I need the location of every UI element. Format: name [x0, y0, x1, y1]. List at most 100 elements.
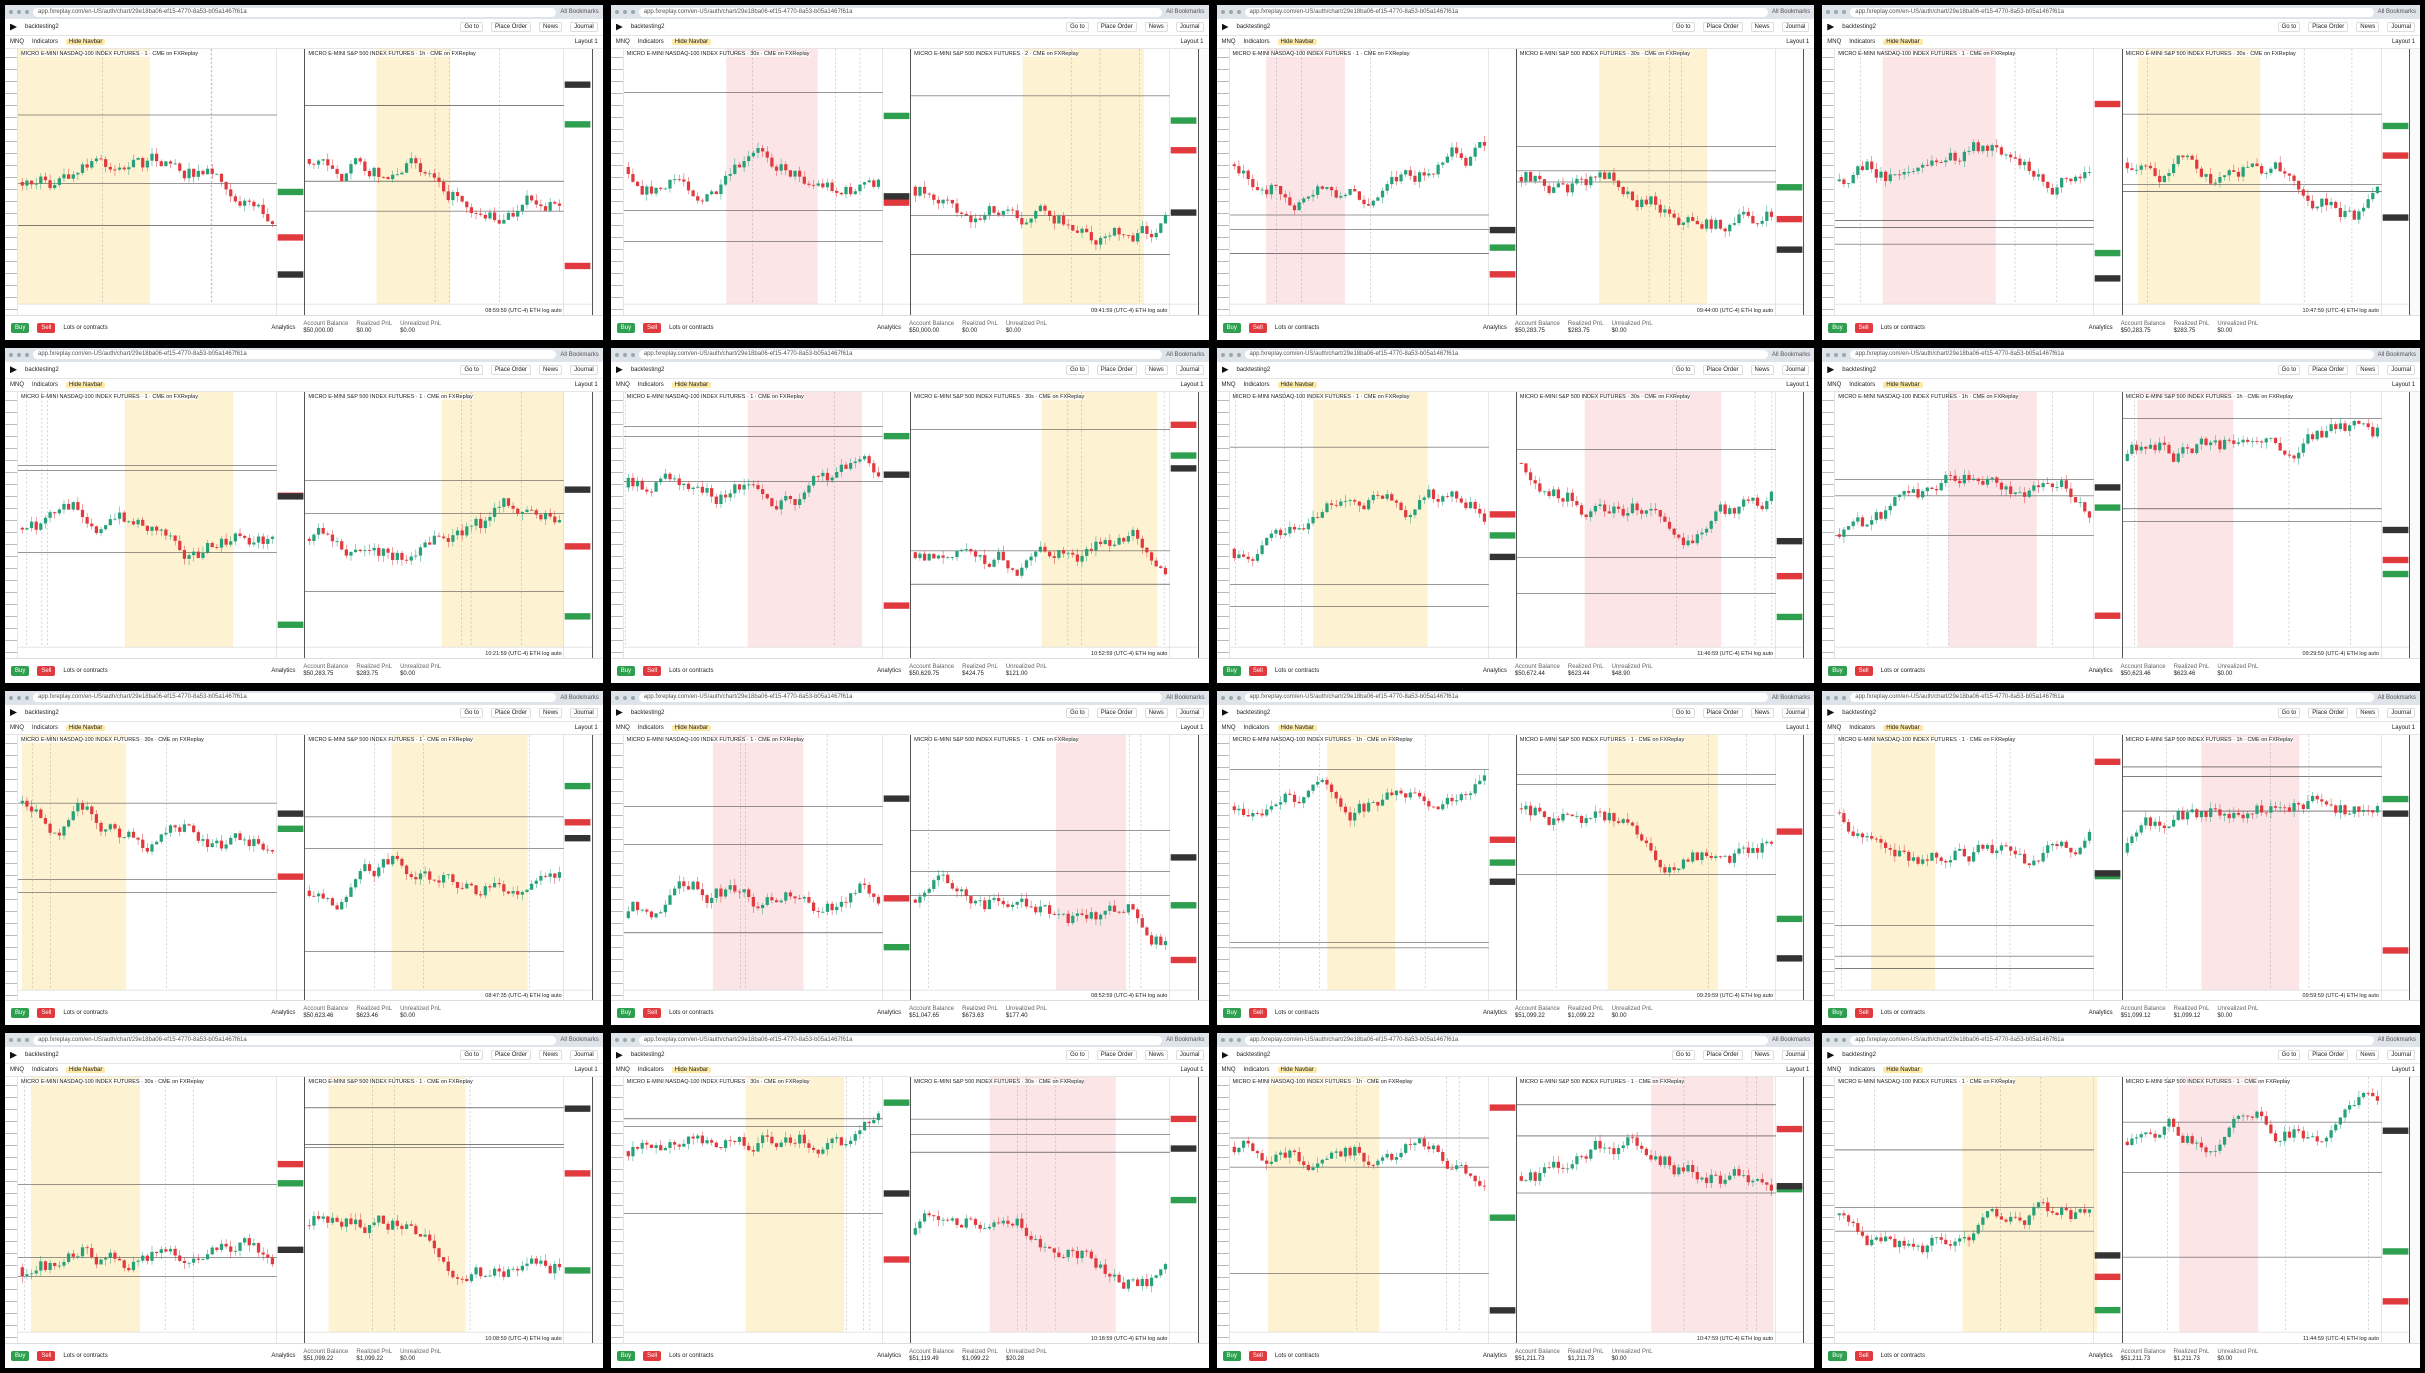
- bookmarks[interactable]: All Bookmarks: [2377, 351, 2416, 358]
- lots-input[interactable]: Lots or contracts: [669, 1010, 714, 1017]
- analytics-button[interactable]: Analytics: [877, 667, 902, 674]
- hide-navbar-button[interactable]: Hide Navbar: [66, 724, 106, 731]
- session-name[interactable]: backtesting2: [1236, 1052, 1271, 1059]
- symbol[interactable]: MNQ: [1827, 724, 1842, 731]
- session-name[interactable]: backtesting2: [630, 24, 665, 30]
- lots-input[interactable]: Lots or contracts: [63, 667, 108, 674]
- lots-input[interactable]: Lots or contracts: [1274, 667, 1320, 674]
- sell-button[interactable]: Sell: [1248, 665, 1267, 676]
- lots-input[interactable]: Lots or contracts: [63, 324, 108, 331]
- buy-button[interactable]: Buy: [1222, 1008, 1241, 1019]
- indicators-button[interactable]: Indicators: [1849, 381, 1876, 388]
- sell-button[interactable]: Sell: [37, 1351, 56, 1361]
- log-toggle[interactable]: log: [1147, 993, 1156, 1000]
- url-field[interactable]: app.fxreplay.com/en-US/auth/chart/29e18b…: [33, 693, 557, 702]
- analytics-button[interactable]: Analytics: [271, 324, 296, 331]
- hide-navbar-button[interactable]: Hide Navbar: [66, 39, 106, 45]
- journal-button[interactable]: Journal: [1175, 707, 1204, 718]
- session-name[interactable]: backtesting2: [1842, 709, 1876, 716]
- news-button[interactable]: News: [2356, 707, 2380, 718]
- buy-button[interactable]: Buy: [11, 1351, 30, 1361]
- sell-button[interactable]: Sell: [37, 1008, 56, 1019]
- hide-navbar-button[interactable]: Hide Navbar: [66, 381, 106, 388]
- layout-button[interactable]: Layout 1: [2391, 1067, 2415, 1074]
- layout-button[interactable]: Layout 1: [574, 381, 598, 388]
- session-name[interactable]: backtesting2: [25, 24, 59, 30]
- analytics-button[interactable]: Analytics: [271, 1353, 296, 1359]
- sell-button[interactable]: Sell: [1854, 1351, 1873, 1361]
- hide-navbar-button[interactable]: Hide Navbar: [1277, 724, 1317, 731]
- indicators-button[interactable]: Indicators: [637, 381, 664, 388]
- url-field[interactable]: app.fxreplay.com/en-US/auth/chart/29e18b…: [33, 7, 557, 17]
- sell-button[interactable]: Sell: [643, 1008, 662, 1019]
- indicators-button[interactable]: Indicators: [1243, 1067, 1270, 1074]
- goto-button[interactable]: Go to: [460, 22, 484, 32]
- url-field[interactable]: app.fxreplay.com/en-US/auth/chart/29e18b…: [1850, 7, 2374, 17]
- url-field[interactable]: app.fxreplay.com/en-US/auth/chart/29e18b…: [1850, 1035, 2374, 1045]
- journal-button[interactable]: Journal: [2387, 22, 2415, 32]
- analytics-button[interactable]: Analytics: [1482, 1010, 1507, 1017]
- url-field[interactable]: app.fxreplay.com/en-US/auth/chart/29e18b…: [1244, 1035, 1768, 1045]
- session-name[interactable]: backtesting2: [1236, 24, 1271, 30]
- goto-button[interactable]: Go to: [460, 1050, 484, 1061]
- log-toggle[interactable]: log: [2359, 307, 2367, 314]
- indicators-button[interactable]: Indicators: [32, 1067, 59, 1074]
- news-button[interactable]: News: [539, 364, 563, 375]
- place-order-button[interactable]: Place Order: [2308, 1050, 2349, 1061]
- symbol[interactable]: MNQ: [10, 381, 24, 388]
- buy-button[interactable]: Buy: [1828, 322, 1847, 333]
- symbol[interactable]: MNQ: [615, 381, 630, 388]
- indicators-button[interactable]: Indicators: [32, 39, 59, 45]
- buy-button[interactable]: Buy: [1828, 1008, 1847, 1019]
- goto-button[interactable]: Go to: [2277, 22, 2301, 32]
- url-field[interactable]: app.fxreplay.com/en-US/auth/chart/29e18b…: [1244, 7, 1768, 17]
- analytics-button[interactable]: Analytics: [2088, 1010, 2113, 1017]
- url-field[interactable]: app.fxreplay.com/en-US/auth/chart/29e18b…: [33, 350, 557, 360]
- news-button[interactable]: News: [1144, 1050, 1168, 1061]
- auto-toggle[interactable]: auto: [1762, 993, 1774, 1000]
- symbol[interactable]: MNQ: [615, 724, 630, 731]
- news-button[interactable]: News: [2356, 364, 2380, 375]
- session-name[interactable]: backtesting2: [1842, 1052, 1876, 1059]
- log-toggle[interactable]: log: [542, 993, 550, 1000]
- layout-button[interactable]: Layout 1: [1786, 39, 1810, 45]
- lots-input[interactable]: Lots or contracts: [1274, 1353, 1320, 1359]
- news-button[interactable]: News: [1750, 1050, 1774, 1061]
- layout-button[interactable]: Layout 1: [2391, 381, 2415, 388]
- url-field[interactable]: app.fxreplay.com/en-US/auth/chart/29e18b…: [1850, 350, 2374, 360]
- hide-navbar-button[interactable]: Hide Navbar: [1277, 39, 1317, 45]
- log-toggle[interactable]: log: [542, 1336, 550, 1342]
- bookmarks[interactable]: All Bookmarks: [1166, 1037, 1205, 1044]
- lots-input[interactable]: Lots or contracts: [669, 324, 714, 331]
- indicators-button[interactable]: Indicators: [1849, 1067, 1876, 1074]
- lots-input[interactable]: Lots or contracts: [1274, 1010, 1320, 1017]
- auto-toggle[interactable]: auto: [1156, 650, 1168, 657]
- sell-button[interactable]: Sell: [37, 665, 56, 676]
- auto-toggle[interactable]: auto: [2368, 993, 2379, 1000]
- bookmarks[interactable]: All Bookmarks: [2377, 1037, 2416, 1044]
- layout-button[interactable]: Layout 1: [2391, 39, 2415, 45]
- journal-button[interactable]: Journal: [570, 364, 598, 375]
- hide-navbar-button[interactable]: Hide Navbar: [671, 1067, 712, 1074]
- hide-navbar-button[interactable]: Hide Navbar: [671, 724, 712, 731]
- auto-toggle[interactable]: auto: [551, 1336, 562, 1342]
- hide-navbar-button[interactable]: Hide Navbar: [66, 1067, 106, 1074]
- news-button[interactable]: News: [1144, 364, 1168, 375]
- analytics-button[interactable]: Analytics: [271, 667, 296, 674]
- url-field[interactable]: app.fxreplay.com/en-US/auth/chart/29e18b…: [1850, 693, 2374, 702]
- buy-button[interactable]: Buy: [11, 1008, 30, 1019]
- goto-button[interactable]: Go to: [460, 707, 484, 718]
- analytics-button[interactable]: Analytics: [1482, 667, 1507, 674]
- buy-button[interactable]: Buy: [1828, 665, 1847, 676]
- auto-toggle[interactable]: auto: [551, 307, 562, 314]
- auto-toggle[interactable]: auto: [1762, 1336, 1774, 1342]
- session-name[interactable]: backtesting2: [1842, 366, 1876, 373]
- lots-input[interactable]: Lots or contracts: [1880, 1353, 1925, 1359]
- hide-navbar-button[interactable]: Hide Navbar: [1883, 381, 1923, 388]
- analytics-button[interactable]: Analytics: [1482, 1353, 1507, 1359]
- session-name[interactable]: backtesting2: [1236, 366, 1271, 373]
- auto-toggle[interactable]: auto: [2368, 1336, 2379, 1342]
- lots-input[interactable]: Lots or contracts: [1880, 1010, 1925, 1017]
- indicators-button[interactable]: Indicators: [637, 724, 664, 731]
- goto-button[interactable]: Go to: [1671, 707, 1695, 718]
